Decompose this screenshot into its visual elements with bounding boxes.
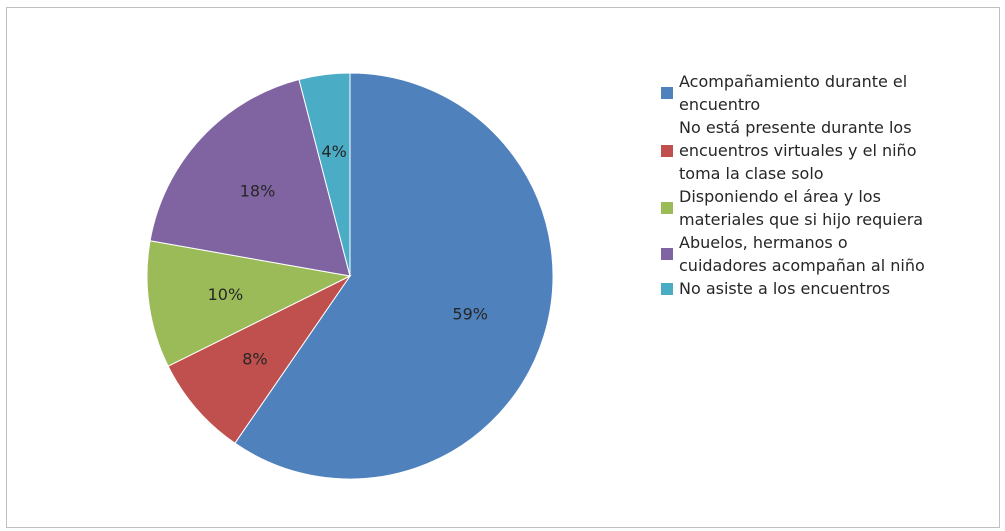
- chart-frame: 59% 8% 10% 18% 4% Acompañamiento durante el e…: [6, 7, 1000, 528]
- legend-label-line: Abuelos, hermanos o: [679, 233, 848, 252]
- legend-label-line: toma la clase solo: [679, 164, 824, 183]
- data-label-2: 8%: [242, 349, 267, 368]
- legend-label-line: materiales que si hijo requiera: [679, 210, 924, 229]
- legend-label-line: cuidadores acompañan al niño: [679, 256, 925, 275]
- legend-swatch-2: [661, 144, 673, 157]
- legend-swatch-4: [661, 248, 673, 260]
- data-label-4: 18%: [240, 182, 276, 201]
- legend-swatch-3: [661, 202, 673, 214]
- legend-label-line: No está presente durante los: [679, 118, 912, 137]
- legend-label-line: Disponiendo el área y los: [679, 187, 881, 206]
- legend-label-line: encuentros virtuales y el niño: [679, 141, 917, 160]
- data-label-1: 59%: [452, 304, 488, 323]
- pie-slice-2: [167, 274, 352, 444]
- legend-swatch-5: [661, 282, 673, 295]
- pie-slice-4: [149, 78, 351, 277]
- legend-label-line: encuentro: [679, 95, 761, 114]
- legend-swatch-1: [661, 87, 673, 99]
- pie-chart: 59% 8% 10% 18% 4%: [146, 72, 554, 480]
- legend-label-3: Disponiendo el área y los materiales que …: [679, 185, 923, 231]
- legend-label-2: No está presente durante los encuentros v…: [679, 116, 916, 185]
- legend-label-line: Acompañamiento durante el: [679, 72, 908, 91]
- legend-item-5: No asiste a los encuentros: [661, 277, 991, 300]
- data-label-3: 10%: [208, 285, 244, 304]
- legend-item-1: Acompañamiento durante el encuentro: [661, 70, 991, 116]
- pie-slice-3: [146, 240, 352, 367]
- legend-item-2: No está presente durante los encuentros v…: [661, 116, 991, 185]
- pie-slice-1: [234, 72, 554, 480]
- legend: Acompañamiento durante el encuentro No est…: [661, 70, 991, 300]
- data-label-5: 4%: [321, 142, 346, 161]
- legend-label-line: No asiste a los encuentros: [679, 279, 891, 298]
- legend-label-4: Abuelos, hermanos o cuidadores acompañan …: [679, 231, 925, 277]
- legend-label-5: No asiste a los encuentros: [679, 277, 890, 300]
- pie-slice-5: [298, 72, 351, 277]
- legend-label-1: Acompañamiento durante el encuentro: [679, 70, 907, 116]
- legend-item-4: Abuelos, hermanos o cuidadores acompañan …: [661, 231, 991, 277]
- legend-item-3: Disponiendo el área y los materiales que …: [661, 185, 991, 231]
